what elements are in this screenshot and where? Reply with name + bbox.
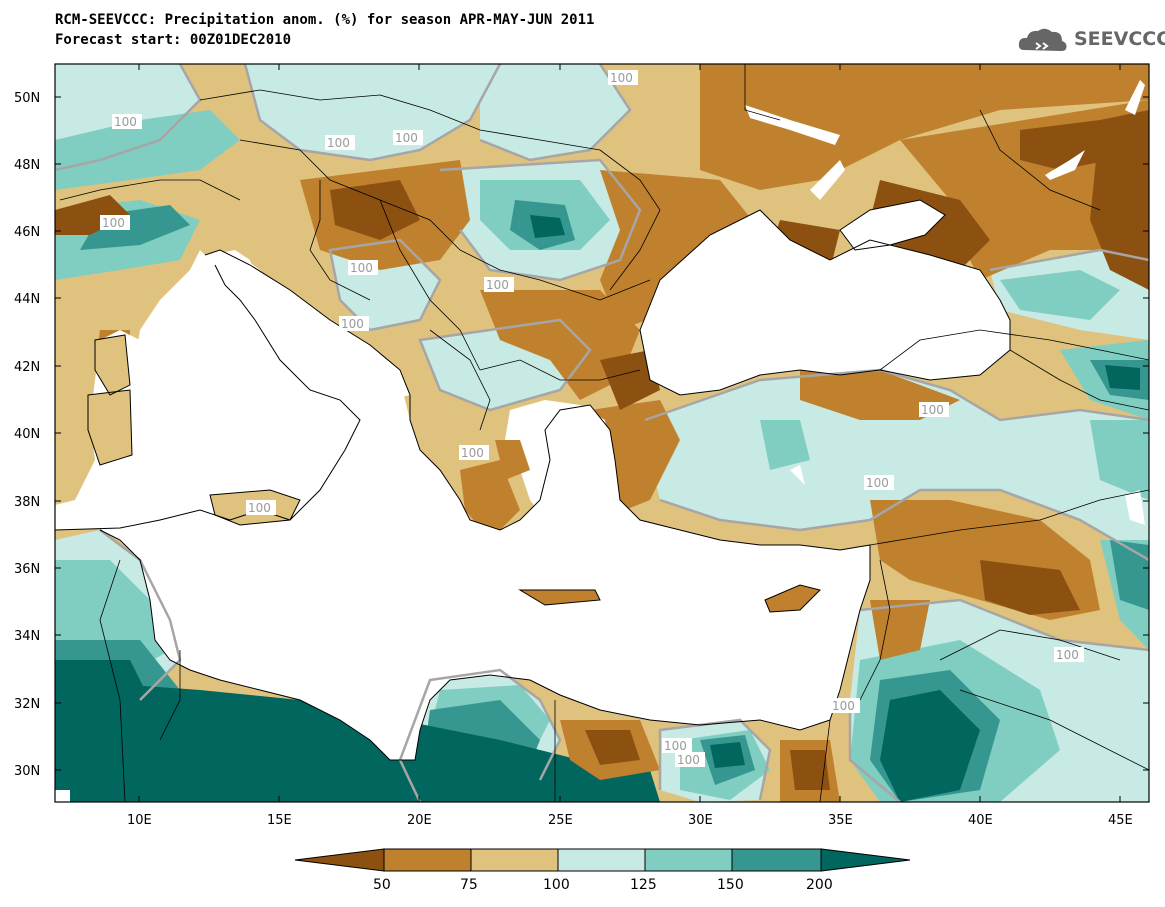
- contour-label: 100: [1056, 648, 1079, 662]
- contour-label: 100: [395, 131, 418, 145]
- anomaly-field: 100 100 100 100 100 100 100 100 100 100 …: [55, 64, 1149, 802]
- field-over-200: [55, 215, 1140, 802]
- longitude-axis: 10E 15E 20E 25E 30E 35E 40E 45E: [127, 64, 1133, 828]
- colorbar: 50 75 100 125 150 200: [294, 848, 911, 893]
- cloud-logo-icon: [1018, 28, 1067, 51]
- colorbar-bin: [557, 848, 646, 872]
- lon-label: 40E: [968, 813, 993, 828]
- lat-label: 32N: [14, 697, 40, 712]
- contour-label: 100: [341, 317, 364, 331]
- lat-label: 50N: [14, 91, 40, 106]
- lon-label: 10E: [127, 813, 152, 828]
- forecast-start-label: Forecast start: 00Z01DEC2010: [55, 32, 292, 48]
- contour-label: 100: [664, 739, 687, 753]
- latitude-axis: 50N 48N 46N 44N 42N 40N 38N 36N 34N 32N …: [14, 91, 1149, 779]
- lon-label: 35E: [828, 813, 853, 828]
- field-under-50: [55, 110, 1149, 790]
- colorbar-tick-label: 100: [543, 877, 570, 893]
- contour-label: 100: [832, 699, 855, 713]
- contour-label: 100: [102, 216, 125, 230]
- lat-label: 42N: [14, 360, 40, 375]
- lat-label: 36N: [14, 562, 40, 577]
- contour-label: 100: [350, 261, 373, 275]
- contour-label: 100: [866, 476, 889, 490]
- lat-label: 38N: [14, 495, 40, 510]
- contour-lines-100: [55, 64, 1149, 802]
- lon-label: 15E: [267, 813, 292, 828]
- contour-label: 100: [114, 115, 137, 129]
- lat-label: 40N: [14, 427, 40, 442]
- lon-label: 20E: [407, 813, 432, 828]
- contour-label: 100: [486, 278, 509, 292]
- colorbar-tick-label: 125: [630, 877, 657, 893]
- lat-label: 44N: [14, 292, 40, 307]
- colorbar-tick-label: 50: [373, 877, 391, 893]
- logo-text: SEEVCCC: [1074, 28, 1165, 50]
- lat-label: 48N: [14, 158, 40, 173]
- contour-label: 100: [461, 446, 484, 460]
- lon-label: 25E: [548, 813, 573, 828]
- sea-mask: [55, 200, 1010, 760]
- lat-label: 34N: [14, 629, 40, 644]
- contour-label: 100: [677, 753, 700, 767]
- colorbar-bin: [470, 848, 559, 872]
- contour-label: 100: [610, 71, 633, 85]
- colorbar-bin: [294, 848, 385, 872]
- contour-label: 100: [327, 136, 350, 150]
- coastlines: [55, 199, 1011, 761]
- lat-label: 46N: [14, 225, 40, 240]
- colorbar-bin: [644, 848, 733, 872]
- contour-label: 100: [921, 403, 944, 417]
- missing-data-patches: [55, 80, 1145, 802]
- colorbar-bin: [820, 848, 911, 872]
- lon-label: 45E: [1108, 813, 1133, 828]
- contour-labels: 100 100 100 100 100 100 100 100 100 100 …: [100, 70, 1084, 767]
- colorbar-bin: [731, 848, 822, 872]
- lon-label: 30E: [688, 813, 713, 828]
- country-borders: [59, 64, 1149, 802]
- contour-label: 100: [248, 501, 271, 515]
- colorbar-tick-label: 200: [806, 877, 833, 893]
- lat-label: 30N: [14, 764, 40, 779]
- colorbar-tick-label: 150: [717, 877, 744, 893]
- map-title: RCM-SEEVCCC: Precipitation anom. (%) for…: [55, 12, 595, 28]
- colorbar-tick-label: 75: [460, 877, 478, 893]
- colorbar-bin: [383, 848, 472, 872]
